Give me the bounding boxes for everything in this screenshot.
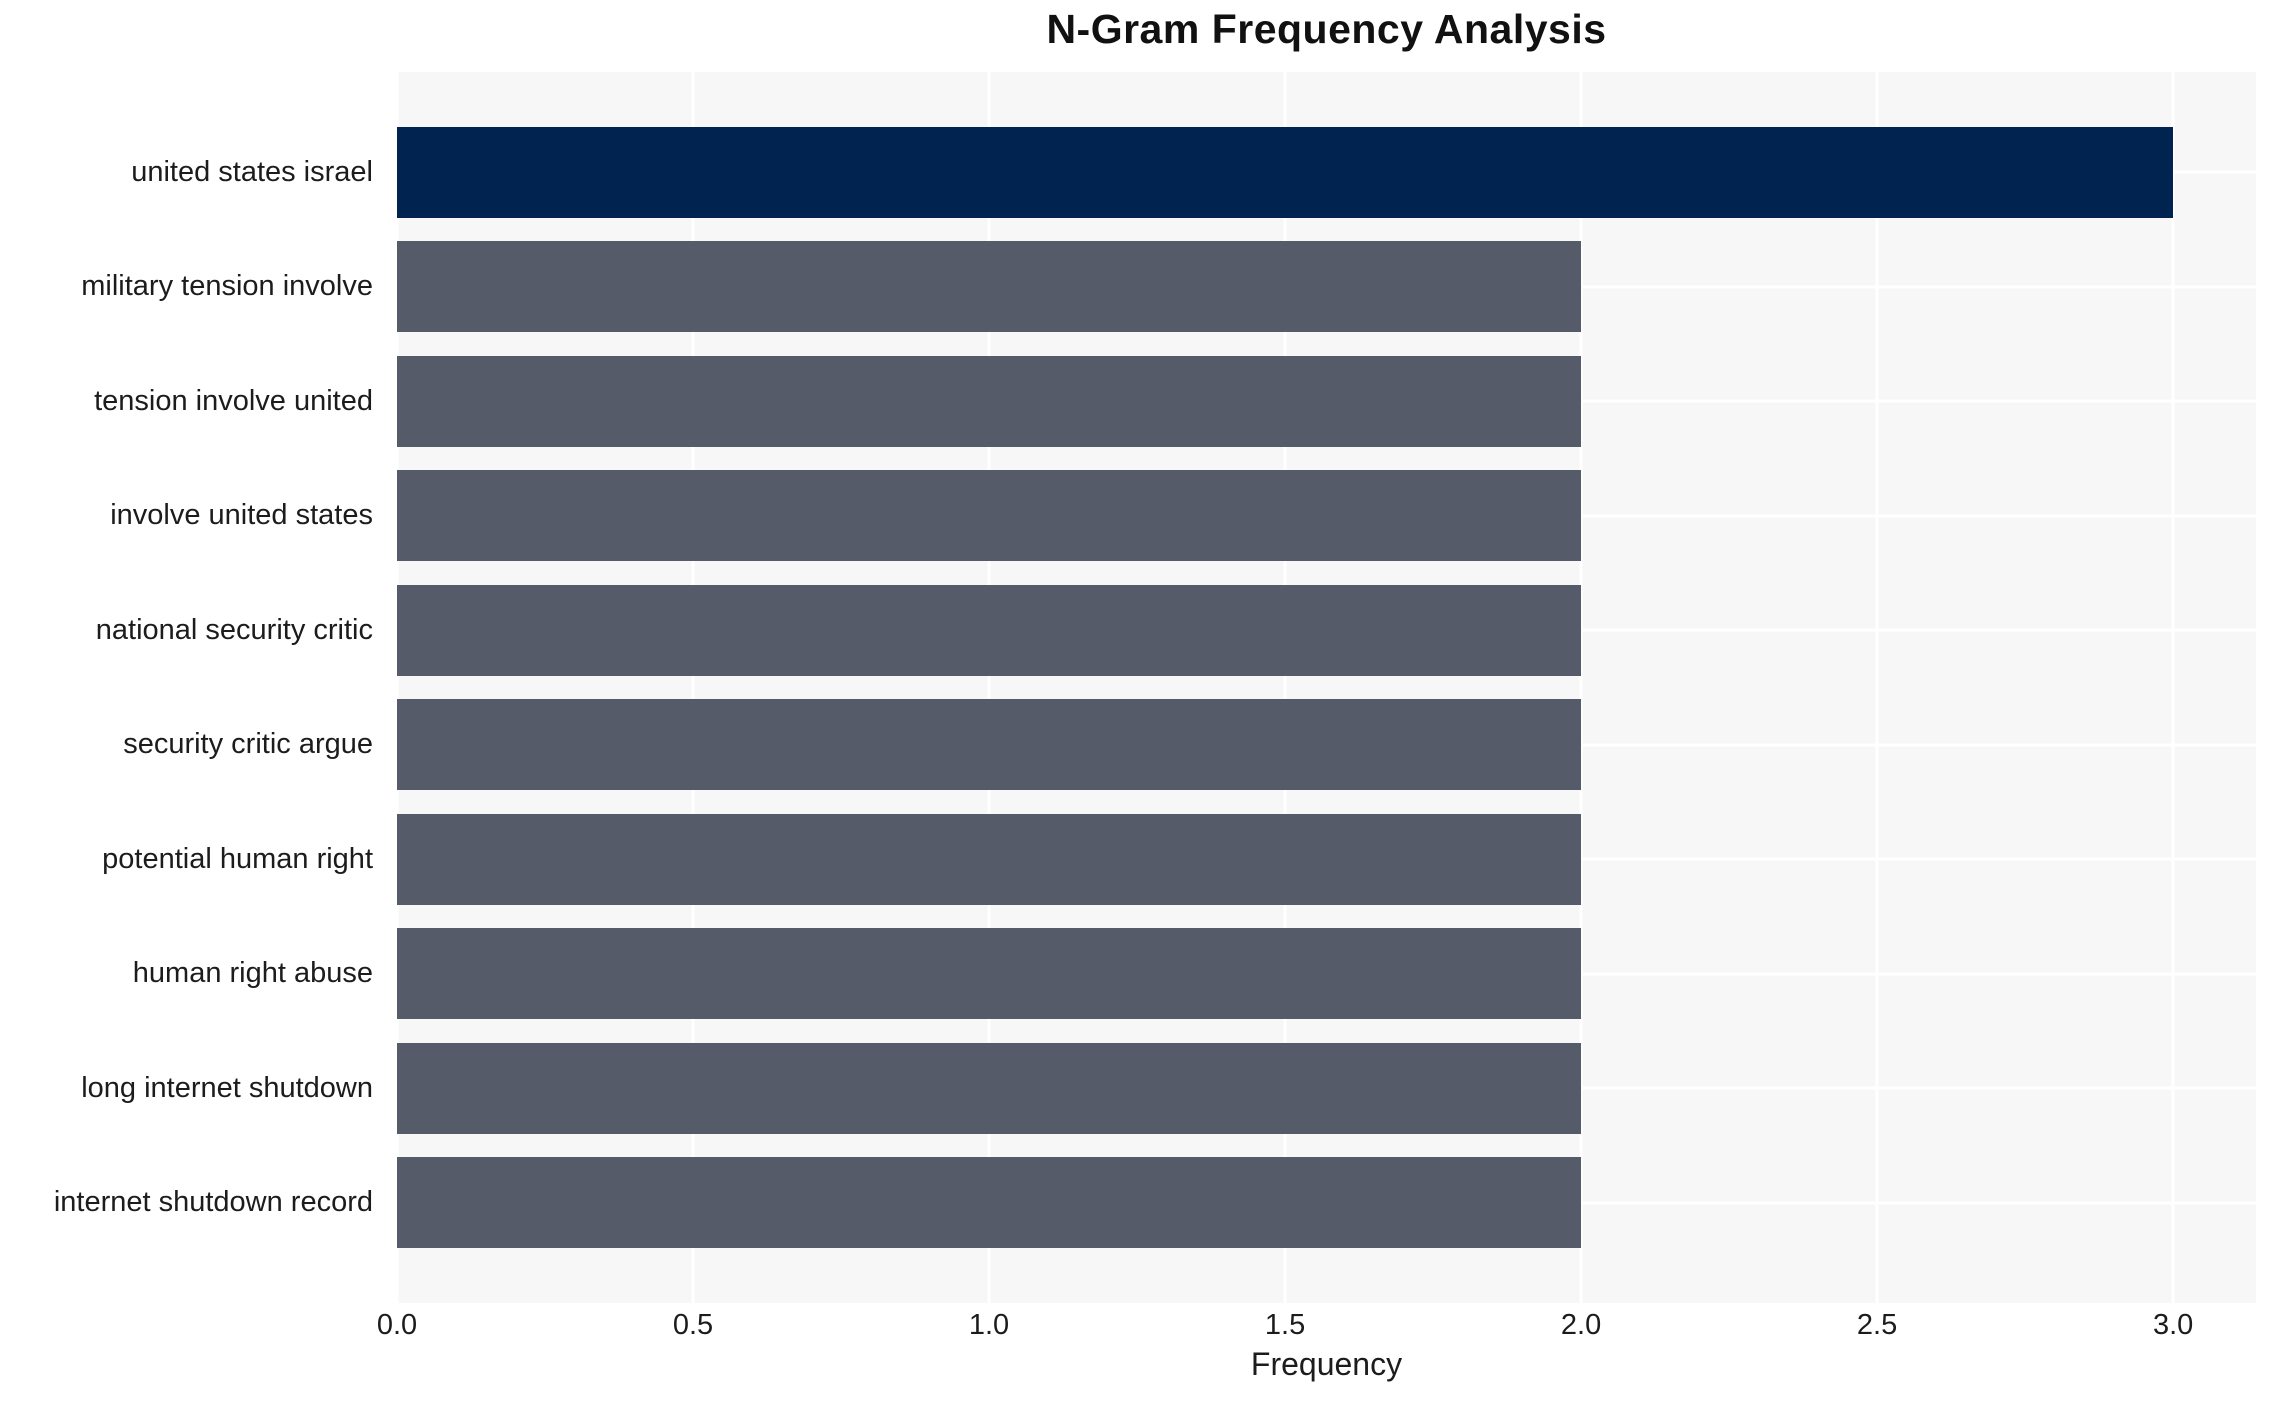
v-gridline xyxy=(691,72,695,1303)
y-label-row: long internet shutdown xyxy=(0,1031,385,1146)
bar-row xyxy=(397,344,2256,459)
y-tick-label: military tension involve xyxy=(81,270,373,303)
bar-row xyxy=(397,459,2256,574)
y-tick-label: long internet shutdown xyxy=(81,1071,373,1104)
x-tick-label: 1.0 xyxy=(968,1309,1010,1341)
bar-row xyxy=(397,1031,2256,1146)
v-gridline xyxy=(1875,72,1879,1303)
x-tick-label: 2.0 xyxy=(1560,1309,1602,1341)
frequency-bar xyxy=(397,470,1582,562)
frequency-bar xyxy=(397,928,1582,1020)
x-tick-label: 0.0 xyxy=(376,1309,418,1341)
frequency-bar xyxy=(397,813,1582,905)
bar-row xyxy=(397,230,2256,345)
y-axis-labels: united states israel military tension inv… xyxy=(0,72,385,1303)
x-tick-label: 3.0 xyxy=(2152,1309,2194,1341)
frequency-bar xyxy=(397,699,1582,791)
y-label-row: involve united states xyxy=(0,459,385,574)
y-label-row: potential human right xyxy=(0,802,385,917)
bar-row xyxy=(397,573,2256,688)
x-tick-label: 1.5 xyxy=(1264,1309,1306,1341)
x-tick-label: 0.5 xyxy=(672,1309,714,1341)
v-gridline xyxy=(397,72,399,1303)
y-tick-label: potential human right xyxy=(102,842,373,875)
bar-row xyxy=(397,115,2256,230)
bars-container xyxy=(397,72,2256,1303)
bar-row xyxy=(397,688,2256,803)
x-axis-ticks: 0.0 0.5 1.0 1.5 2.0 2.5 3.0 xyxy=(377,1309,2256,1343)
y-label-row: internet shutdown record xyxy=(0,1146,385,1261)
y-tick-label: national security critic xyxy=(95,613,373,646)
frequency-bar xyxy=(397,584,1582,676)
v-gridline xyxy=(1579,72,1583,1303)
frequency-bar xyxy=(397,1157,1582,1249)
frequency-bar xyxy=(397,241,1582,333)
y-tick-label: human right abuse xyxy=(132,957,373,990)
x-axis-title: Frequency xyxy=(1250,1346,1403,1382)
y-label-row: tension involve united xyxy=(0,344,385,459)
bar-row xyxy=(397,802,2256,917)
plot-area xyxy=(397,72,2256,1303)
v-gridline xyxy=(1283,72,1287,1303)
chart-title: N-Gram Frequency Analysis xyxy=(1046,6,1607,52)
frequency-bar xyxy=(397,126,2174,218)
bar-row xyxy=(397,1146,2256,1261)
y-label-row: united states israel xyxy=(0,115,385,230)
y-tick-label: security critic argue xyxy=(123,728,373,761)
y-tick-label: tension involve united xyxy=(94,384,373,417)
y-label-row: national security critic xyxy=(0,573,385,688)
y-tick-label: involve united states xyxy=(110,499,373,532)
y-label-row: security critic argue xyxy=(0,688,385,803)
x-tick-label: 2.5 xyxy=(1856,1309,1898,1341)
v-gridline xyxy=(2171,72,2175,1303)
frequency-bar xyxy=(397,355,1582,447)
y-tick-label: united states israel xyxy=(131,155,373,188)
y-tick-label: internet shutdown record xyxy=(53,1186,373,1219)
v-gridline xyxy=(987,72,991,1303)
y-label-row: human right abuse xyxy=(0,917,385,1032)
frequency-bar xyxy=(397,1042,1582,1134)
y-label-row: military tension involve xyxy=(0,230,385,345)
bar-row xyxy=(397,917,2256,1032)
